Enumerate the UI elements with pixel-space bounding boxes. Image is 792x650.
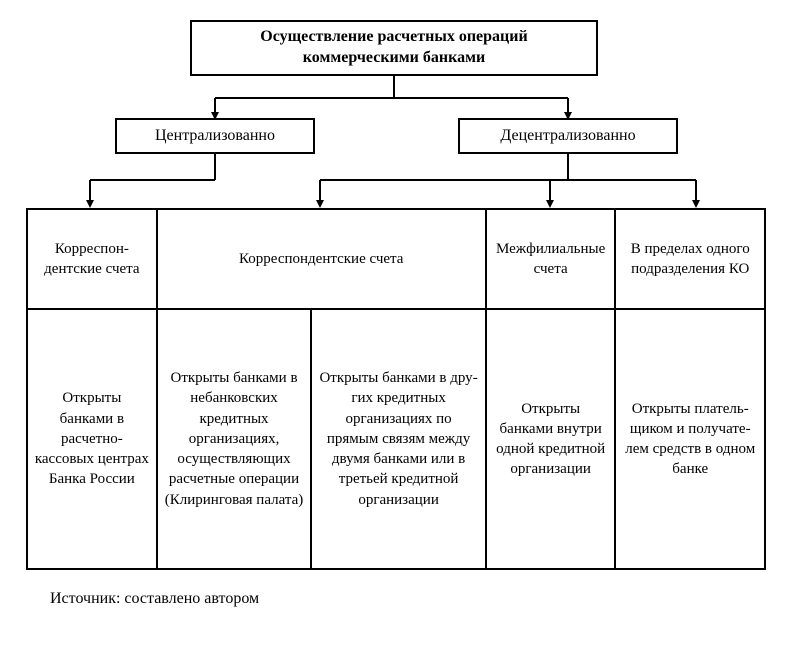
accounts-table: Корреспон­дентские счета Корреспондентск…	[26, 208, 766, 570]
flowchart-diagram: Осуществление расчетных операций коммерч…	[20, 20, 772, 630]
level2-right-label: Децентрализованно	[500, 126, 635, 147]
level2-right-box: Децентрализованно	[458, 118, 678, 154]
table-header-row: Корреспон­дентские счета Корреспондентск…	[27, 209, 765, 309]
header-c1: Корреспон­дентские счета	[27, 209, 157, 309]
table-body-row: Открыты банками в расчетно-кассовых цент…	[27, 309, 765, 569]
cell-c4: Открыты банками внутри одной кредитной о…	[486, 309, 616, 569]
cell-c5: Открыты платель­щиком и получате­лем сре…	[615, 309, 765, 569]
cell-c3: Открыты банками в дру­гих кредитных орга…	[311, 309, 485, 569]
header-c5: В преде­лах одного подразде­ления КО	[615, 209, 765, 309]
title-line1: Осуществление расчетных операций	[260, 28, 527, 45]
level2-left-label: Централизованно	[155, 126, 275, 147]
level2-left-box: Централизованно	[115, 118, 315, 154]
source-text: Источник: составлено автором	[50, 590, 259, 608]
title-line2: коммерческими банками	[303, 49, 485, 66]
header-c4: Межфили­альные счета	[486, 209, 616, 309]
cell-c1: Открыты банками в расчетно-кассовых цент…	[27, 309, 157, 569]
source-label: Источник: составлено автором	[50, 590, 259, 607]
cell-c2: Открыты банками в небанковских кредитных…	[157, 309, 312, 569]
title-box: Осуществление расчетных операций коммерч…	[190, 20, 598, 76]
header-c2c3: Корреспондентские счета	[157, 209, 486, 309]
